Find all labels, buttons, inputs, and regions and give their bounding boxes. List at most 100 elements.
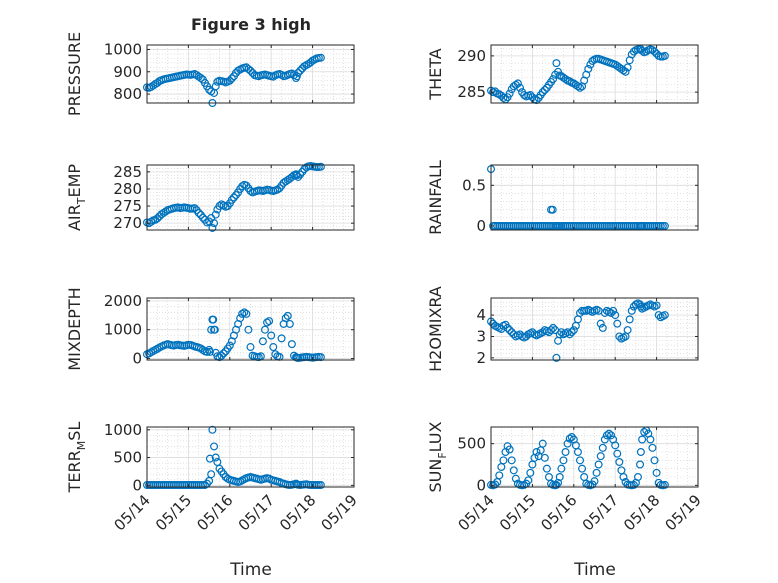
data-point: [244, 325, 253, 334]
data-point: [194, 208, 203, 217]
data-point: [532, 448, 541, 457]
data-point: [153, 214, 162, 223]
data-point: [267, 331, 276, 340]
data-point: [613, 449, 622, 458]
data-point: [209, 315, 218, 324]
data-point: [207, 470, 216, 479]
y-tick-label: 0: [132, 350, 142, 368]
data-point: [660, 221, 669, 230]
data-point: [499, 93, 508, 102]
data-point: [611, 311, 620, 320]
data-point: [573, 82, 582, 91]
data-point: [316, 53, 325, 62]
data-point: [629, 480, 638, 489]
y-tick-label: 1000: [104, 40, 142, 58]
data-point: [625, 315, 634, 324]
data-point: [538, 88, 547, 97]
data-point: [615, 458, 624, 467]
y-axis-label-main: THETA: [426, 48, 445, 100]
data-point: [660, 480, 669, 489]
data-point: [636, 460, 645, 469]
data-point: [511, 474, 520, 483]
data-point: [159, 208, 168, 217]
data-point: [547, 326, 556, 335]
data-point: [225, 76, 234, 85]
data-point: [499, 456, 508, 465]
data-point: [283, 311, 292, 320]
data-point: [552, 480, 561, 489]
data-point: [196, 74, 205, 83]
data-point: [555, 473, 564, 482]
data-point: [503, 323, 512, 332]
panel-mixdepth: 0 1000 2000 MIXDEPTH: [65, 287, 355, 371]
axes-box: [146, 426, 355, 488]
x-tick-label: 05/14: [455, 491, 498, 534]
y-tick-label: 900: [113, 63, 142, 81]
y-tick-label: 800: [113, 85, 142, 103]
data-point: [263, 318, 272, 327]
x-tick-label: 05/16: [537, 491, 580, 534]
data-point: [279, 178, 288, 187]
data-point: [242, 309, 251, 318]
data-point: [200, 481, 209, 490]
data-point: [646, 435, 655, 444]
y-axis-label-rest: EMP: [65, 164, 84, 198]
y-axis-label-rest: SL: [65, 422, 84, 441]
data-point: [281, 314, 290, 323]
data-point: [604, 429, 613, 438]
x-tick-label: 05/14: [111, 491, 154, 534]
data-point: [316, 353, 325, 362]
data-point: [285, 319, 294, 328]
data-point: [660, 311, 669, 320]
data-point: [507, 328, 516, 337]
y-axis-label: TERRMSL: [65, 422, 88, 494]
y-axis-label-subscript: F: [436, 452, 449, 458]
y-tick-label: 2000: [104, 292, 142, 310]
y-tick-label: 3: [476, 327, 486, 345]
x-tick-label: 05/17: [579, 491, 622, 534]
y-axis-label: SUNFLUX: [426, 421, 449, 492]
data-point: [567, 328, 576, 337]
y-tick-label: 0: [476, 217, 486, 235]
data-point: [578, 464, 587, 473]
y-tick-label: 500: [113, 449, 142, 467]
y-axis-label-main: SUN: [426, 459, 445, 493]
data-point: [149, 81, 158, 90]
y-axis-label-rest: LUX: [426, 421, 445, 452]
data-point: [623, 326, 632, 335]
data-point: [316, 481, 325, 490]
data-point: [240, 308, 249, 317]
y-tick-label: 0: [476, 476, 486, 494]
data-point: [621, 67, 630, 76]
y-tick-label: 1000: [104, 321, 142, 339]
data-point: [229, 193, 238, 202]
data-point: [607, 431, 616, 440]
data-point: [554, 478, 563, 487]
y-axis-label-main: AIR: [65, 204, 84, 231]
data-point: [260, 325, 269, 334]
data-point: [198, 213, 207, 222]
data-point: [513, 79, 522, 88]
y-axis-label-main: RAINFALL: [426, 160, 445, 235]
y-axis-label: RAINFALL: [426, 160, 445, 235]
data-point: [596, 452, 605, 461]
y-axis-label-main: PRESSURE: [65, 32, 84, 116]
data-point: [269, 343, 278, 352]
y-axis-label: AIRTEMP: [65, 164, 88, 231]
panel-pressure: 800 900 1000 PRESSURE: [65, 32, 355, 116]
y-axis-label: PRESSURE: [65, 32, 84, 116]
axes-box: [490, 297, 699, 361]
data-point: [507, 456, 516, 465]
data-point: [210, 325, 219, 334]
axes-box: [146, 297, 355, 361]
data-point: [219, 349, 228, 358]
data-point: [609, 306, 618, 315]
data-point: [627, 306, 636, 315]
data-point: [217, 351, 226, 360]
data-point: [598, 323, 607, 332]
data-point: [629, 47, 638, 56]
data-point: [190, 204, 199, 213]
data-point: [145, 219, 154, 228]
data-point: [650, 456, 659, 465]
